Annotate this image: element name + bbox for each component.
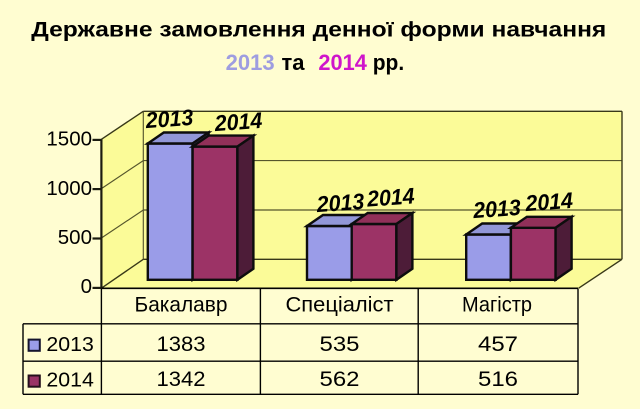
svg-text:2013: 2013 bbox=[46, 334, 94, 356]
svg-text:457: 457 bbox=[478, 333, 518, 356]
svg-text:535: 535 bbox=[320, 333, 360, 356]
svg-text:2014: 2014 bbox=[213, 108, 264, 136]
svg-text:1500: 1500 bbox=[46, 128, 92, 151]
svg-text:Державне замовлення денної фор: Державне замовлення денної форми навчанн… bbox=[31, 17, 606, 41]
svg-text:Магістр: Магістр bbox=[462, 294, 532, 317]
svg-text:2014: 2014 bbox=[46, 370, 94, 392]
svg-text:1342: 1342 bbox=[157, 368, 206, 391]
svg-text:500: 500 bbox=[58, 226, 92, 249]
svg-text:2013: 2013 bbox=[144, 105, 195, 133]
svg-text:562: 562 bbox=[320, 368, 360, 391]
svg-text:1000: 1000 bbox=[46, 177, 92, 200]
svg-text:та: та bbox=[282, 50, 305, 75]
svg-text:2013: 2013 bbox=[471, 195, 522, 223]
svg-text:рр.: рр. bbox=[373, 50, 405, 75]
svg-text:2013: 2013 bbox=[315, 189, 366, 217]
svg-text:Бакалавр: Бакалавр bbox=[135, 294, 228, 317]
svg-text:1383: 1383 bbox=[157, 333, 206, 356]
svg-text:Спеціаліст: Спеціаліст bbox=[286, 294, 394, 317]
svg-text:2014: 2014 bbox=[318, 50, 367, 75]
svg-text:516: 516 bbox=[478, 368, 518, 391]
svg-text:2014: 2014 bbox=[524, 188, 575, 216]
svg-text:2014: 2014 bbox=[365, 183, 416, 211]
svg-text:2013: 2013 bbox=[226, 50, 275, 75]
svg-text:0: 0 bbox=[81, 275, 92, 298]
